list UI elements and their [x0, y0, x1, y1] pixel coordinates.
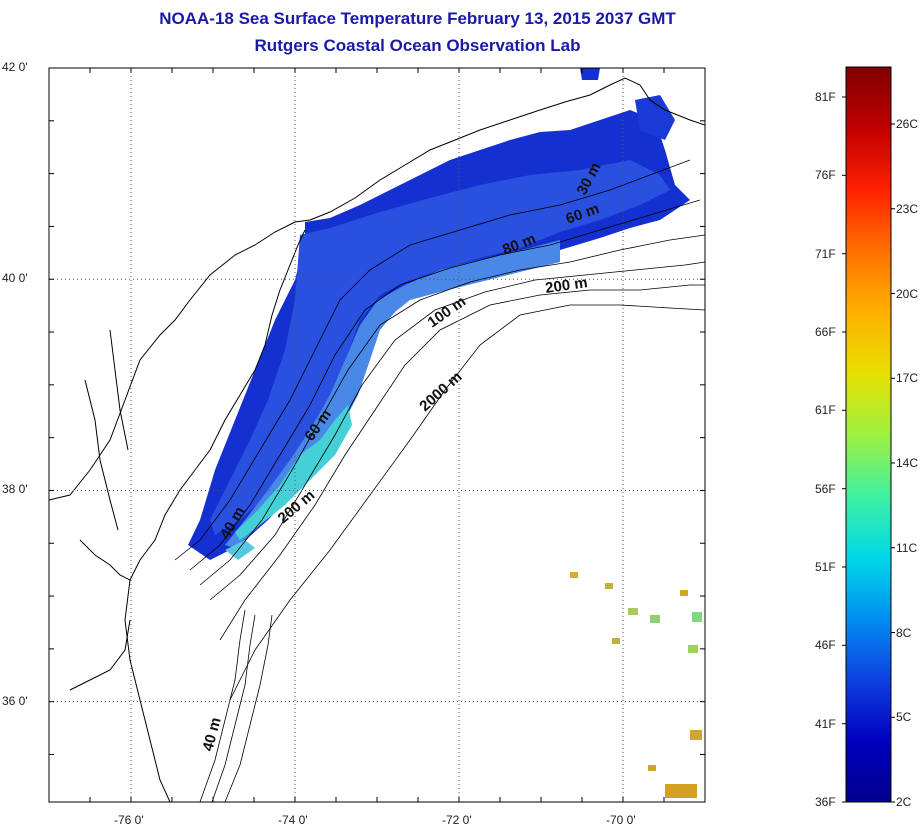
colorbar-celsius-label: 2C [896, 795, 912, 809]
colorbar-fahrenheit-label: 71F [815, 246, 836, 261]
colorbar-fahrenheit-label: 61F [815, 403, 836, 418]
colorbar-celsius-label: 23C [896, 201, 919, 216]
colorbar-fahrenheit-label: 51F [815, 560, 836, 574]
isobath-label: 100 m [425, 293, 470, 331]
colorbar-fahrenheit-label: 81F [815, 90, 836, 104]
colorbar-fahrenheit-label: 41F [815, 716, 836, 731]
colorbar-fahrenheit-label: 66F [815, 325, 836, 339]
map-title: NOAA-18 Sea Surface Temperature February… [159, 9, 676, 28]
colorbar-celsius-label: 14C [896, 456, 919, 470]
latitude-tick-label: 42 0' [2, 60, 28, 74]
latitude-tick-label: 36 0' [2, 693, 28, 708]
colorbar-celsius-label: 5C [896, 710, 912, 725]
colorbar-fahrenheit-label: 36F [815, 795, 836, 809]
longitude-tick-label: -74 0' [278, 813, 308, 827]
colorbar [845, 66, 892, 803]
gulf-stream-patches [570, 572, 702, 798]
colorbar-celsius-label: 20C [896, 286, 919, 301]
isobath-label: 2000 m [416, 368, 465, 415]
colorbar-celsius-label: 17C [896, 371, 919, 386]
colorbar-celsius-label: 11C [896, 540, 918, 555]
colorbar-celsius-label: 26C [896, 117, 919, 131]
colorbar-fahrenheit-label: 76F [815, 168, 836, 183]
colorbar-celsius-label: 8C [896, 625, 912, 640]
coastline [49, 77, 705, 802]
latitude-tick-label: 38 0' [2, 482, 28, 497]
longitude-tick-label: -70 0' [606, 813, 636, 827]
isobath-label: 200 m [544, 274, 588, 297]
isobath-label: 40 m [199, 716, 224, 753]
colorbar-fahrenheit-label: 56F [815, 481, 836, 496]
latitude-tick-label: 40 0' [2, 271, 28, 286]
map-subtitle: Rutgers Coastal Ocean Observation Lab [254, 36, 581, 55]
longitude-tick-label: -76 0' [114, 813, 144, 827]
sst-shelf-swath [188, 68, 690, 560]
isobath-contours [174, 159, 705, 802]
colorbar-fahrenheit-label: 46F [815, 638, 836, 653]
longitude-tick-label: -72 0' [442, 813, 472, 827]
